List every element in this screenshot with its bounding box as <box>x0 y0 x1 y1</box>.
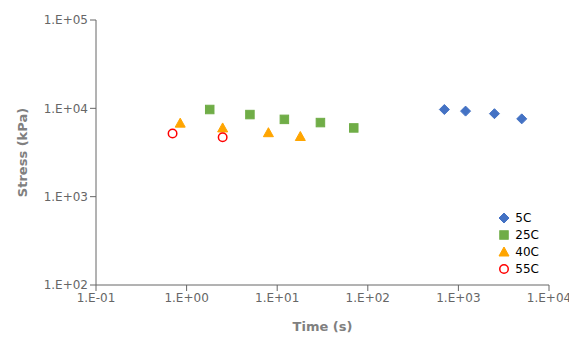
svg-text:1.E+01: 1.E+01 <box>255 291 299 305</box>
svg-text:Time (s): Time (s) <box>293 319 353 334</box>
svg-text:1.E+05: 1.E+05 <box>44 13 88 27</box>
svg-text:1.E+03: 1.E+03 <box>44 190 88 204</box>
html-text:5C: 5C <box>515 210 532 225</box>
svg-text:1.E+02: 1.E+02 <box>44 278 88 292</box>
svg-text:1.E-01: 1.E-01 <box>77 291 116 305</box>
svg-text:Stress (kPa): Stress (kPa) <box>15 108 30 197</box>
svg-text:1.E+04: 1.E+04 <box>44 102 88 116</box>
svg-text:1.E+04: 1.E+04 <box>527 291 569 305</box>
svg-text:1.E+03: 1.E+03 <box>436 291 480 305</box>
html-text:40C: 40C <box>515 244 539 259</box>
html-text:55C: 55C <box>515 261 539 276</box>
svg-text:1.E+00: 1.E+00 <box>164 291 208 305</box>
svg-text:1.E+02: 1.E+02 <box>346 291 390 305</box>
html-text:25C: 25C <box>515 227 539 242</box>
